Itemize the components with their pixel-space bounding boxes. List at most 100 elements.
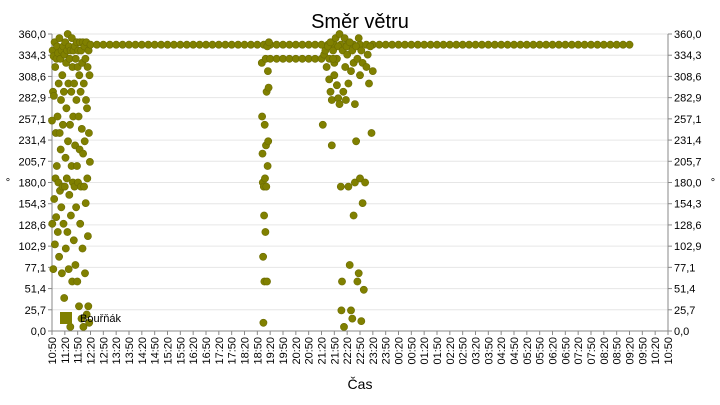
x-tick-label: 17:50: [227, 337, 239, 365]
x-tick-label: 03:50: [483, 337, 495, 365]
data-points: [48, 30, 634, 331]
data-point: [75, 302, 83, 311]
data-point: [85, 318, 94, 327]
data-point: [322, 63, 331, 71]
data-point: [78, 244, 87, 253]
data-point: [66, 120, 74, 129]
x-tick-label: 20:50: [304, 337, 316, 365]
x-tick-label: 01:20: [419, 337, 431, 365]
data-point: [71, 261, 80, 269]
x-tick-label: 08:20: [599, 337, 611, 365]
data-point: [264, 83, 273, 92]
data-point: [55, 252, 63, 261]
data-point: [347, 67, 355, 75]
data-point: [77, 314, 86, 323]
data-point: [260, 120, 269, 129]
data-point: [340, 34, 349, 42]
data-point: [72, 203, 80, 212]
data-point: [325, 75, 334, 84]
x-tick-label: 19:20: [265, 337, 277, 365]
x-tick-label: 21:50: [329, 337, 341, 365]
data-point: [258, 149, 267, 158]
x-tick-label: 22:20: [342, 337, 354, 365]
data-point: [73, 277, 82, 286]
data-point: [58, 71, 67, 80]
x-tick-label: 06:50: [560, 337, 572, 365]
data-point: [354, 269, 363, 278]
data-point: [61, 244, 70, 253]
y-tick-label-left: 51,4: [25, 284, 46, 296]
x-tick-label: 07:20: [573, 337, 585, 365]
data-point: [336, 182, 345, 191]
data-point: [353, 277, 362, 286]
y-axis-label-left: °: [6, 177, 10, 189]
data-point: [362, 63, 371, 71]
data-point: [484, 40, 493, 49]
data-point: [365, 79, 373, 88]
y-tick-label-right: 128,6: [674, 220, 702, 232]
y-tick-label-left: 25,7: [25, 305, 46, 317]
data-point: [74, 112, 83, 121]
x-tick-label: 10:20: [650, 337, 662, 365]
data-point: [81, 199, 90, 207]
x-tick-label: 15:50: [175, 337, 187, 365]
y-tick-label-left: 360,0: [18, 29, 46, 41]
x-tick-label: 01:50: [432, 337, 444, 365]
data-point: [326, 87, 335, 96]
data-point: [55, 129, 64, 137]
data-point: [263, 162, 272, 170]
data-point: [83, 174, 92, 183]
data-point: [85, 129, 93, 137]
y-tick-label-left: 77,1: [25, 262, 46, 274]
y-tick-label-right: 257,1: [674, 114, 702, 126]
y-tick-label-right: 0,0: [674, 326, 689, 338]
data-point: [561, 40, 570, 49]
data-point: [261, 174, 269, 183]
x-tick-label: 11:20: [60, 337, 72, 364]
x-tick-label: 16:50: [201, 337, 213, 365]
data-point: [335, 100, 344, 108]
data-point: [84, 232, 92, 240]
data-point: [343, 50, 352, 59]
data-point: [55, 34, 64, 42]
data-point: [347, 306, 355, 315]
y-tick-label-left: 102,9: [18, 241, 46, 253]
data-point: [49, 265, 58, 273]
data-point: [81, 269, 89, 278]
data-point: [329, 54, 337, 63]
y-tick-label-right: 334,3: [674, 50, 702, 62]
data-point: [253, 40, 262, 49]
y-tick-label-right: 51,4: [674, 284, 695, 296]
data-point: [339, 87, 348, 96]
data-point: [260, 211, 268, 220]
data-point: [51, 240, 59, 249]
data-point: [62, 104, 71, 113]
data-point: [356, 71, 364, 80]
x-tick-label: 22:50: [355, 337, 367, 365]
data-point: [214, 40, 223, 49]
y-tick-label-left: 257,1: [18, 114, 46, 126]
y-tick-label-left: 308,6: [18, 71, 46, 83]
data-point: [330, 71, 339, 80]
data-point: [84, 302, 93, 311]
y-tick-label-right: 205,7: [674, 156, 702, 168]
data-point: [60, 294, 69, 302]
data-point: [81, 54, 90, 63]
data-point: [65, 190, 74, 199]
y-tick-label-right: 77,1: [674, 262, 695, 274]
data-point: [72, 96, 81, 104]
data-point: [73, 162, 81, 170]
x-tick-label: 05:20: [522, 337, 534, 365]
data-point: [48, 219, 57, 228]
x-tick-label: 09:50: [637, 337, 649, 365]
x-tick-label: 23:20: [368, 337, 380, 365]
data-point: [522, 40, 531, 49]
data-point: [80, 137, 89, 146]
data-point: [354, 34, 363, 42]
x-tick-label: 12:50: [98, 337, 110, 365]
x-tick-label: 00:20: [394, 337, 406, 365]
data-point: [332, 81, 341, 90]
x-tick-label: 02:50: [458, 337, 470, 365]
data-point: [368, 67, 377, 75]
